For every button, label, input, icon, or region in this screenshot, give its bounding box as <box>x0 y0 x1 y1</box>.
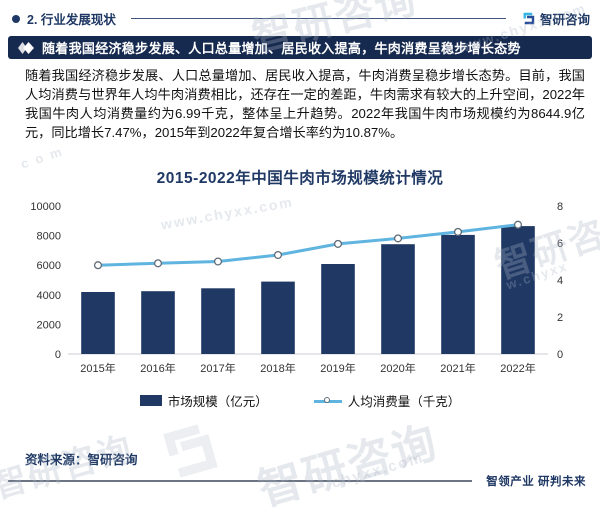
svg-text:8: 8 <box>557 201 563 213</box>
svg-text:2019年: 2019年 <box>320 361 355 375</box>
legend-label: 市场规模（亿元） <box>167 395 268 409</box>
brand-logo: 智研咨询 <box>521 9 590 28</box>
svg-text:2015年: 2015年 <box>80 361 115 375</box>
svg-text:2: 2 <box>557 312 563 324</box>
combo-chart: 0 2000 4000 6000 8000 10000 0 2 4 6 8 2015年 2016年 201… <box>30 201 563 375</box>
svg-text:4: 4 <box>557 275 563 287</box>
chart-title: 2015-2022年中国牛肉市场规模统计情况 <box>156 170 444 187</box>
body-paragraph: 随着我国经济稳步发展、人口总量增加、居民收入提高，牛肉消费呈稳步增长态势。目前，… <box>25 68 585 140</box>
data-source: 资料来源：智研咨询 <box>25 453 138 467</box>
footer-slogan: 智领产业 研判未来 <box>486 476 586 488</box>
svg-text:0: 0 <box>557 349 563 361</box>
svg-text:2021年: 2021年 <box>440 361 475 375</box>
chart-area: 0 2000 4000 6000 8000 10000 0 2 4 6 8 2015年 2016年 201… <box>22 196 578 383</box>
svg-text:4000: 4000 <box>37 290 61 302</box>
svg-text:2017年: 2017年 <box>200 361 235 375</box>
report-page: 2. 行业发展现状 智研咨询 随着我国经济稳步发展、人口总量增加、居民收入提高，… <box>0 0 600 489</box>
svg-text:8000: 8000 <box>37 231 61 243</box>
bar-swatch-icon <box>139 395 162 406</box>
svg-text:2020年: 2020年 <box>380 361 415 375</box>
svg-text:10000: 10000 <box>30 201 61 213</box>
footer-divider <box>8 480 473 482</box>
legend-label: 人均消费量（千克） <box>347 395 461 409</box>
svg-text:0: 0 <box>55 349 61 361</box>
svg-text:2022年: 2022年 <box>500 361 535 375</box>
bullet-dot-icon <box>12 14 20 23</box>
legend-item-market-size: 市场规模（亿元） <box>139 391 268 410</box>
chart-legend: 市场规模（亿元） 人均消费量（千克） <box>0 391 600 410</box>
line-swatch-icon <box>313 395 342 406</box>
svg-text:2000: 2000 <box>37 319 61 331</box>
page-header: 2. 行业发展现状 智研咨询 <box>0 0 600 32</box>
diamond-icon <box>18 41 34 54</box>
svg-text:2016年: 2016年 <box>140 361 175 375</box>
svg-text:6000: 6000 <box>37 260 61 272</box>
svg-text:2018年: 2018年 <box>260 361 295 375</box>
zhiyan-logo-icon <box>523 12 535 25</box>
headline-text: 随着我国经济稳步发展、人口总量增加、居民收入提高，牛肉消费呈稳步增长态势 <box>42 41 521 56</box>
legend-item-consumption: 人均消费量（千克） <box>313 391 461 410</box>
brand-name: 智研咨询 <box>539 13 590 27</box>
section-title: 2. 行业发展现状 <box>27 13 116 27</box>
headline-banner: 随着我国经济稳步发展、人口总量增加、居民收入提高，牛肉消费呈稳步增长态势 <box>8 36 592 59</box>
header-divider <box>130 18 506 19</box>
page-footer: 资料来源：智研咨询 智领产业 研判未来 <box>0 449 600 489</box>
svg-text:6: 6 <box>557 238 563 250</box>
